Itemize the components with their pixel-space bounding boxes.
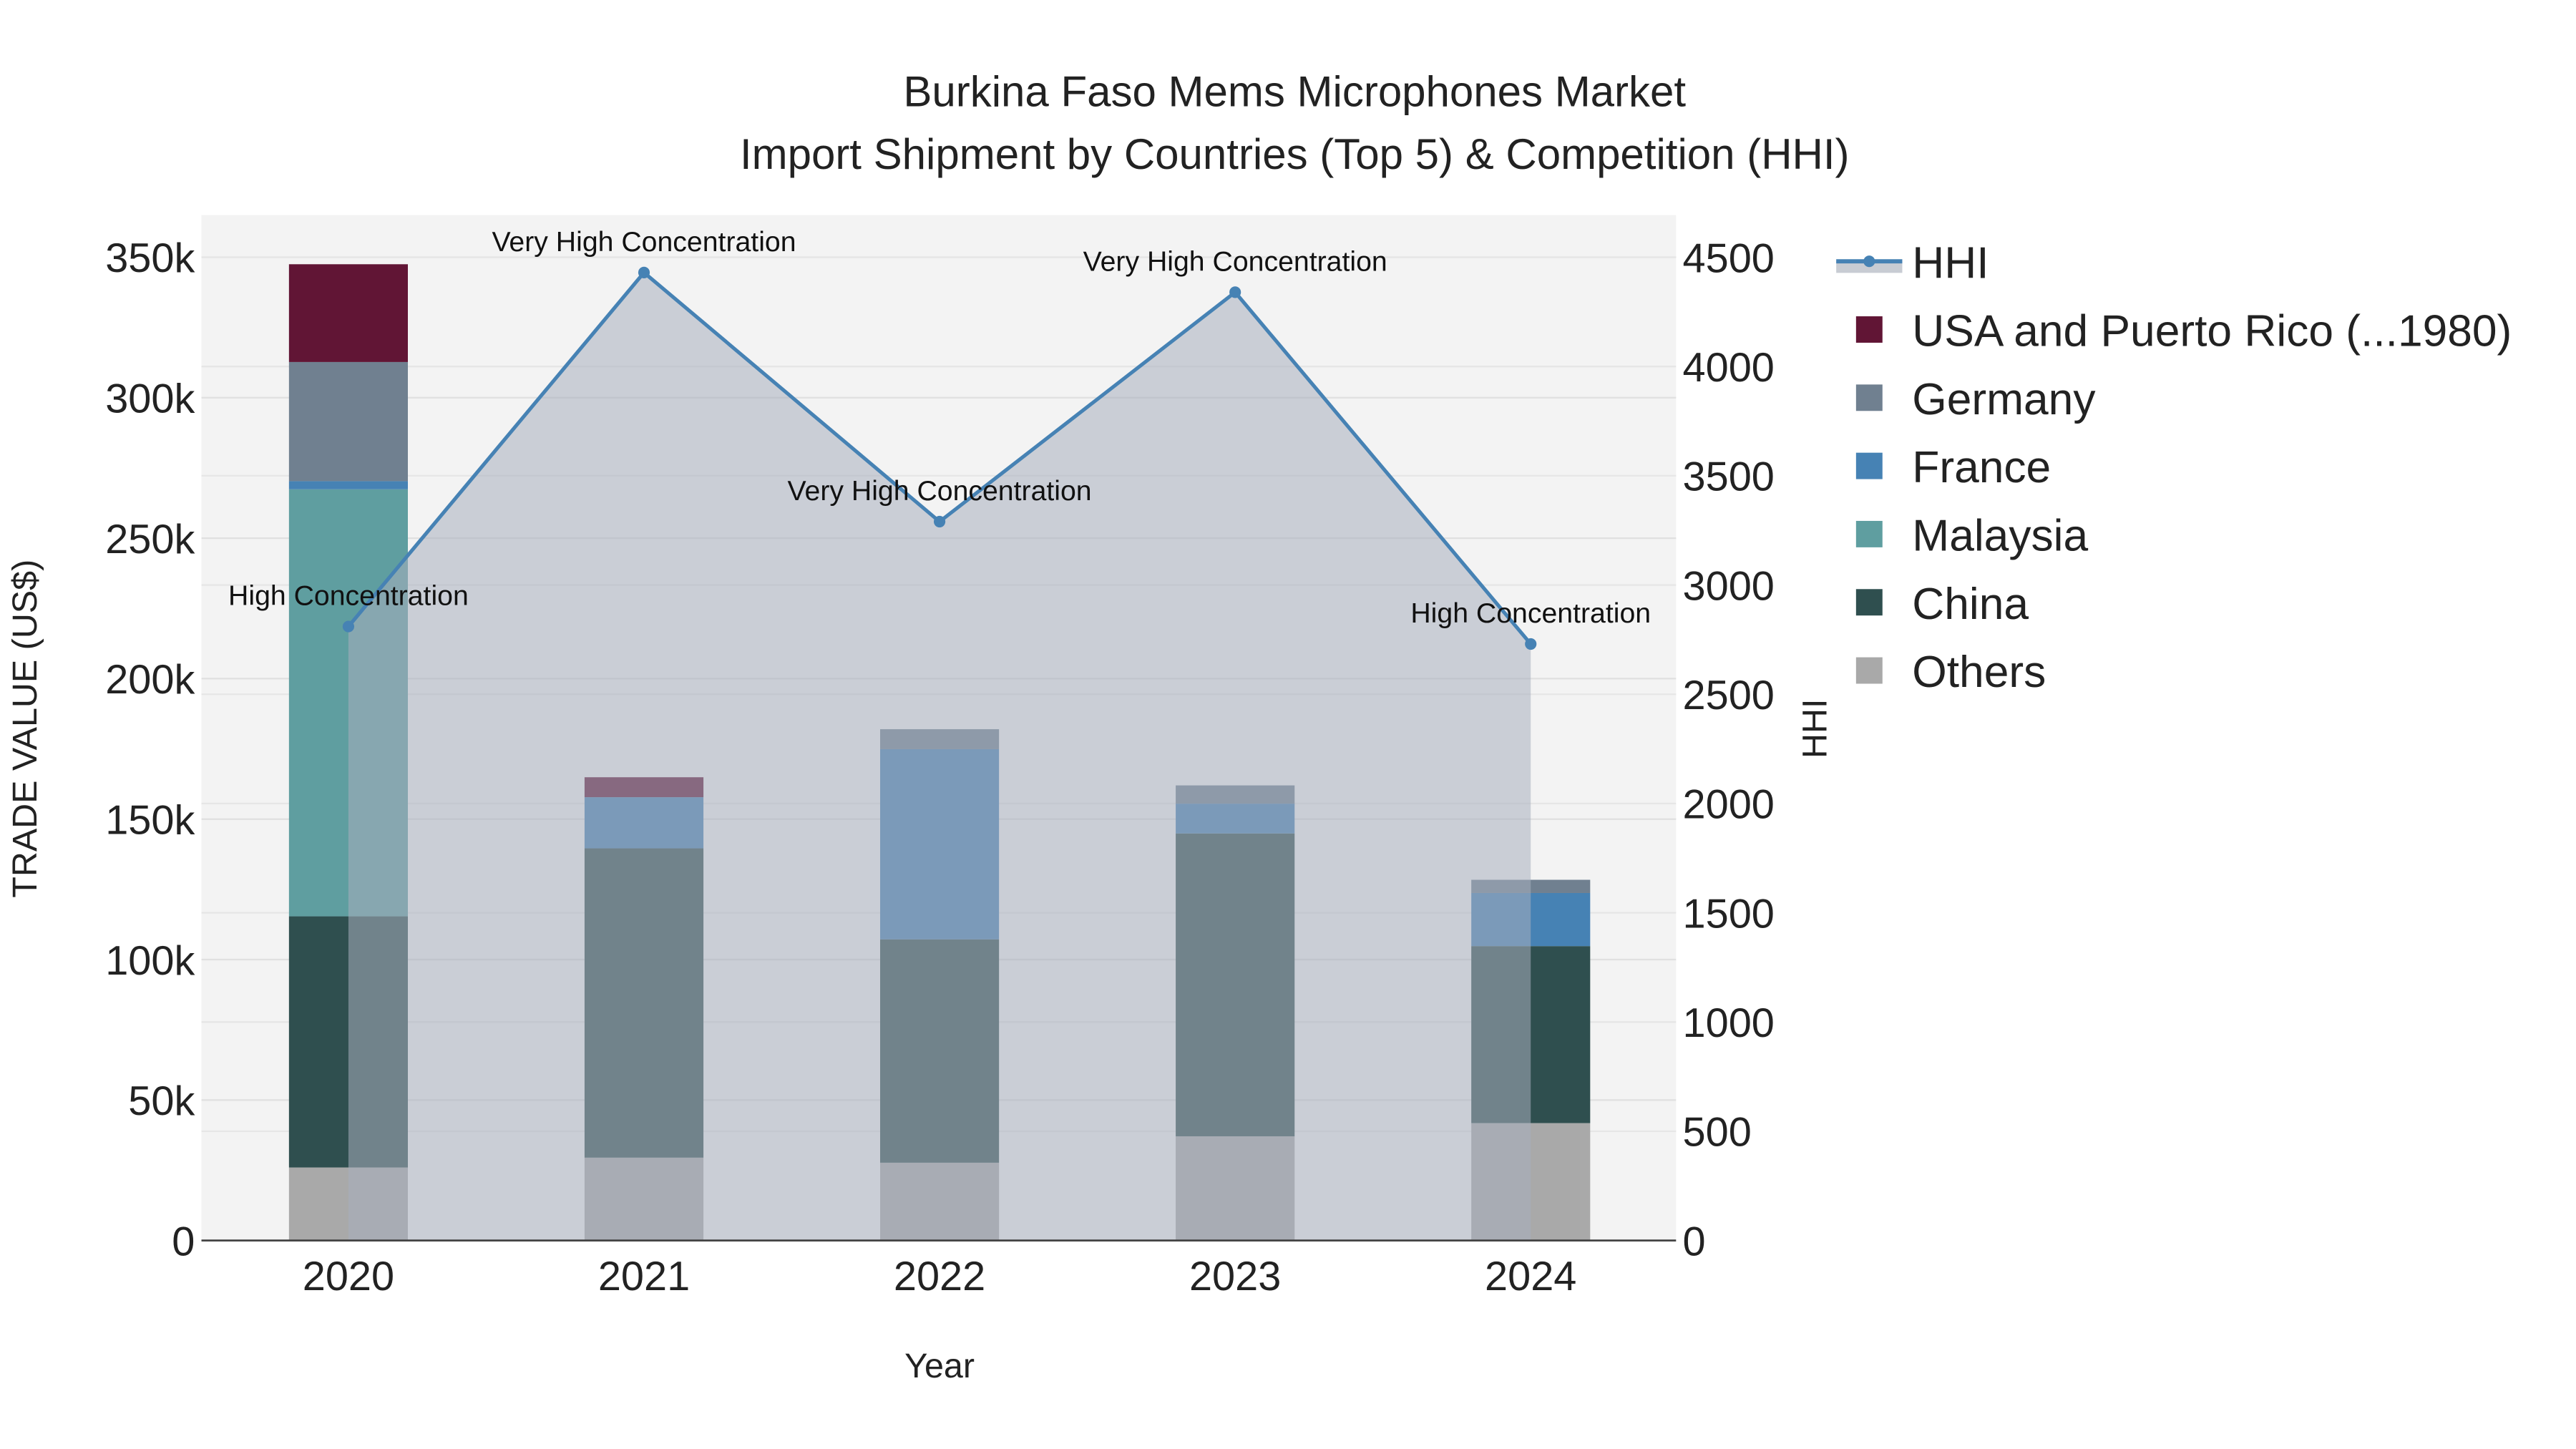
x-axis-title: Year <box>904 1347 975 1385</box>
legend-swatch <box>1855 589 1883 616</box>
x-tick-label: 2023 <box>1189 1254 1281 1299</box>
bar-france-2020 <box>288 481 408 489</box>
y2-tick-label: 2500 <box>1683 673 1775 718</box>
axes: 0 50k 100k 150k 200k 250k 300k 350k 0 500 1000 1500… <box>105 235 1775 1299</box>
legend-label: Germany <box>1912 375 2096 424</box>
legend-swatch <box>1855 384 1883 411</box>
y-tick-label: 150k <box>105 797 195 843</box>
legend-swatch-hhi-marker <box>1863 255 1875 268</box>
legend-swatch <box>1855 657 1883 684</box>
y-tick-label: 250k <box>105 517 195 562</box>
legend-swatch <box>1855 316 1883 343</box>
hhi-annotation: Very High Concentration <box>788 475 1092 507</box>
y2-tick-label: 0 <box>1683 1219 1706 1264</box>
legend-label: Malaysia <box>1912 512 2088 561</box>
y2-tick-label: 1000 <box>1683 1000 1775 1046</box>
legend-label: HHI <box>1912 238 1989 288</box>
y-tick-label: 100k <box>105 938 195 984</box>
legend-label: Others <box>1912 648 2046 697</box>
bar-germany-2020 <box>288 361 408 482</box>
chart-title-line1: Burkina Faso Mems Microphones Market <box>903 67 1686 115</box>
legend-item-china[interactable]: China <box>1855 580 2029 629</box>
y2-tick-label: 4500 <box>1683 235 1775 281</box>
legend-swatch <box>1855 520 1883 547</box>
hhi-annotation: Very High Concentration <box>1083 245 1387 277</box>
y2-tick-label: 4000 <box>1683 345 1775 391</box>
hhi-point-2021 <box>638 266 650 278</box>
legend-item-germany[interactable]: Germany <box>1855 375 2096 424</box>
legend-item-usa-and-puerto-rico-1980-[interactable]: USA and Puerto Rico (...1980) <box>1855 307 2512 356</box>
hhi-point-2020 <box>342 620 354 633</box>
legend-label: France <box>1912 443 2051 492</box>
hhi-annotation: High Concentration <box>228 580 469 612</box>
y2-tick-label: 3000 <box>1683 563 1775 609</box>
legend-item-hhi[interactable]: HHI <box>1836 238 1989 288</box>
y-tick-label: 350k <box>105 235 195 281</box>
bar-usa-and-puerto-rico-1980--2020 <box>288 264 408 362</box>
x-tick-label: 2024 <box>1485 1254 1576 1299</box>
legend-swatch <box>1855 452 1883 479</box>
y-tick-label: 200k <box>105 657 195 703</box>
legend-item-others[interactable]: Others <box>1855 648 2046 697</box>
y2-tick-label: 1500 <box>1683 891 1775 937</box>
y2-tick-label: 2000 <box>1683 782 1775 828</box>
legend: HHI USA and Puerto Rico (...1980) Germany F… <box>1836 238 2512 697</box>
y-tick-label: 50k <box>128 1078 195 1124</box>
legend-item-malaysia[interactable]: Malaysia <box>1855 512 2089 561</box>
legend-label: USA and Puerto Rico (...1980) <box>1912 307 2512 356</box>
y-tick-label: 300k <box>105 376 195 422</box>
y2-tick-label: 3500 <box>1683 454 1775 500</box>
y2-tick-label: 500 <box>1683 1110 1752 1156</box>
hhi-series: High Concentration Very High Concentratio… <box>228 226 1651 1241</box>
y-axis-title: TRADE VALUE (US$) <box>6 560 44 898</box>
hhi-annotation: Very High Concentration <box>492 226 796 258</box>
legend-label: China <box>1912 580 2029 629</box>
hhi-area <box>348 272 1531 1241</box>
chart-title-line2: Import Shipment by Countries (Top 5) & C… <box>740 130 1850 178</box>
y2-axis-title: HHI <box>1795 699 1834 758</box>
y-tick-label: 0 <box>172 1219 195 1264</box>
x-tick-label: 2021 <box>598 1254 690 1299</box>
hhi-point-2024 <box>1525 638 1537 650</box>
hhi-point-2022 <box>934 515 946 528</box>
x-tick-label: 2022 <box>894 1254 985 1299</box>
x-tick-label: 2020 <box>303 1254 394 1299</box>
legend-item-france[interactable]: France <box>1855 443 2051 492</box>
hhi-annotation: High Concentration <box>1410 597 1651 629</box>
hhi-point-2023 <box>1229 286 1241 298</box>
